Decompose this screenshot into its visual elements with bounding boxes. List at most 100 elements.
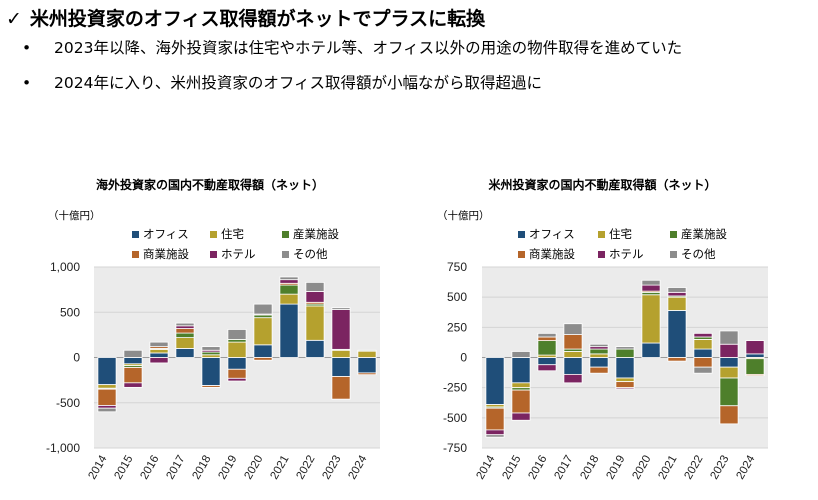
unit-label-americas: （十億円） [437, 210, 490, 222]
x-tick-label: 2020 [242, 454, 265, 482]
bar-segment-other [123, 349, 143, 358]
bar-segment-retail [201, 385, 221, 388]
legend-item-office: オフィス [132, 226, 189, 242]
headline-text: 米州投資家のオフィス取得額がネットでプラスに転換 [29, 8, 486, 30]
y-tick-label: -500 [56, 396, 80, 410]
x-tick-label: 2016 [138, 454, 161, 482]
y-tick-label: 1,000 [50, 260, 80, 274]
bar-segment-other [253, 303, 273, 315]
bar-segment-industrial [357, 349, 377, 352]
bar-segment-residential [175, 337, 195, 349]
legend-item-hotel: ホテル [598, 246, 644, 262]
bar-segment-office [123, 357, 143, 365]
bar-segment-residential [201, 354, 221, 358]
x-tick-label: 2014 [86, 453, 109, 482]
bar-segment-office [97, 357, 117, 386]
legend-swatch-hotel [598, 250, 605, 258]
bar-segment-office [149, 352, 169, 358]
bar-segment-hotel [279, 279, 299, 284]
bar-segment-office [227, 357, 247, 370]
bar-segment-industrial [175, 332, 195, 338]
bar-segment-other [175, 322, 195, 327]
legend-swatch-retail [518, 250, 525, 258]
legend-item-other: その他 [282, 246, 328, 262]
bar-segment-office [253, 344, 273, 358]
bar-segment-retail [123, 367, 143, 384]
bar-segment-hotel [331, 309, 351, 350]
bullet-text: 2024年に入り、米州投資家のオフィス取得額が小幅ながら取得超過に [54, 74, 543, 92]
bar-segment-other [149, 341, 169, 348]
x-tick-label: 2019 [216, 454, 239, 482]
legend-item-residential: 住宅 [598, 226, 632, 242]
bullet-icon: • [22, 74, 32, 92]
bar-segment-retail [253, 357, 273, 361]
bar-segment-office [279, 303, 299, 358]
legend-item-industrial: 産業施設 [282, 226, 339, 242]
bullet-text: 2023年以降、海外投資家は住宅やホテル等、オフィス以外の用途の物件取得を進めて… [54, 39, 683, 57]
legend-item-hotel: ホテル [210, 246, 256, 262]
legend-item-industrial: 産業施設 [670, 226, 727, 242]
legend-swatch-industrial [670, 230, 677, 238]
y-tick-label: -1,000 [46, 441, 80, 455]
bar-segment-other [331, 307, 351, 310]
legend-swatch-office [518, 230, 525, 238]
bar-segment-hotel [123, 382, 143, 388]
bar-segment-residential [357, 350, 377, 358]
bar-segment-residential [149, 348, 169, 354]
bar-segment-office [331, 357, 351, 377]
x-tick-label: 2024 [346, 453, 369, 482]
unit-label-overseas: （十億円） [48, 210, 101, 222]
checkmark-icon: ✓ [6, 8, 22, 30]
legend-swatch-office [132, 230, 139, 238]
chart-title-overseas: 海外投資家の国内不動産取得額（ネット） [95, 178, 324, 192]
x-tick-label: 2021 [268, 454, 291, 482]
bar-segment-hotel [149, 357, 169, 364]
x-tick-label: 2017 [164, 454, 187, 482]
bar-segment-other [305, 281, 325, 292]
legend-item-other: その他 [670, 246, 716, 262]
bar-segment-hotel [97, 405, 117, 409]
y-tick-label: 500 [60, 305, 80, 319]
bar-segment-office [305, 339, 325, 358]
bar-segment-retail [331, 376, 351, 400]
bar-segment-other [279, 276, 299, 281]
legend-item-retail: 商業施設 [132, 246, 189, 262]
chart-title-americas: 米州投資家の国内不動産取得額（ネット） [488, 178, 717, 192]
bar-segment-industrial [279, 284, 299, 295]
bar-segment-retail [357, 372, 377, 376]
bar-segment-office [201, 357, 221, 386]
bar-segment-office [175, 348, 195, 358]
bar-segment-residential [305, 305, 325, 341]
x-tick-label: 2015 [112, 454, 135, 482]
x-tick-label: 2023 [320, 454, 343, 482]
bullet-icon: • [22, 39, 32, 57]
bar-segment-other [227, 329, 247, 340]
bar-segment-hotel [175, 325, 195, 329]
bar-segment-office [357, 357, 377, 374]
legend-swatch-hotel [210, 250, 217, 258]
legend-item-office: オフィス [518, 226, 575, 242]
legend-item-retail: 商業施設 [518, 246, 575, 262]
bar-segment-other [97, 407, 117, 413]
x-tick-label: 2022 [294, 454, 317, 482]
bar-segment-industrial [227, 338, 247, 343]
legend-swatch-residential [598, 230, 605, 238]
bar-segment-industrial [201, 351, 221, 356]
legend-swatch-other [282, 250, 289, 258]
bar-segment-other [201, 346, 221, 351]
bullet-item: • 2024年に入り、米州投資家のオフィス取得額が小幅ながら取得超過に [22, 71, 542, 93]
bar-segment-residential [331, 349, 351, 358]
bullet-item: • 2023年以降、海外投資家は住宅やホテル等、オフィス以外の用途の物件取得を進め… [22, 36, 682, 58]
bar-segment-residential [279, 293, 299, 305]
bar-segment-residential [253, 317, 273, 346]
headline: ✓ 米州投資家のオフィス取得額がネットでプラスに転換 [6, 4, 485, 31]
legend-swatch-retail [132, 250, 139, 258]
legend-swatch-industrial [282, 230, 289, 238]
legend-swatch-other [670, 250, 677, 258]
bar-segment-retail [175, 328, 195, 334]
y-tick-label: 0 [73, 351, 80, 365]
legend-item-residential: 住宅 [210, 226, 244, 242]
bar-segment-retail [227, 368, 247, 379]
bar-segment-hotel [227, 377, 247, 382]
